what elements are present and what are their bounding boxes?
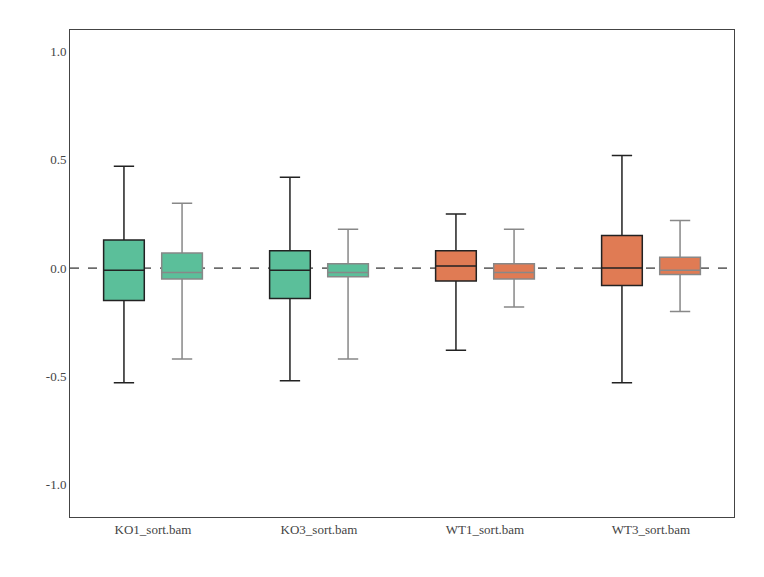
svg-text:0.0: 0.0 <box>50 261 66 276</box>
svg-text:WT3_sort.bam: WT3_sort.bam <box>612 522 690 537</box>
svg-text:-0.5: -0.5 <box>46 369 67 384</box>
svg-text:KO3_sort.bam: KO3_sort.bam <box>281 522 358 537</box>
svg-text:KO1_sort.bam: KO1_sort.bam <box>115 522 192 537</box>
svg-text:WT1_sort.bam: WT1_sort.bam <box>446 522 524 537</box>
svg-text:0.5: 0.5 <box>50 152 66 167</box>
svg-text:1.0: 1.0 <box>50 44 66 59</box>
svg-text:-1.0: -1.0 <box>46 477 67 492</box>
